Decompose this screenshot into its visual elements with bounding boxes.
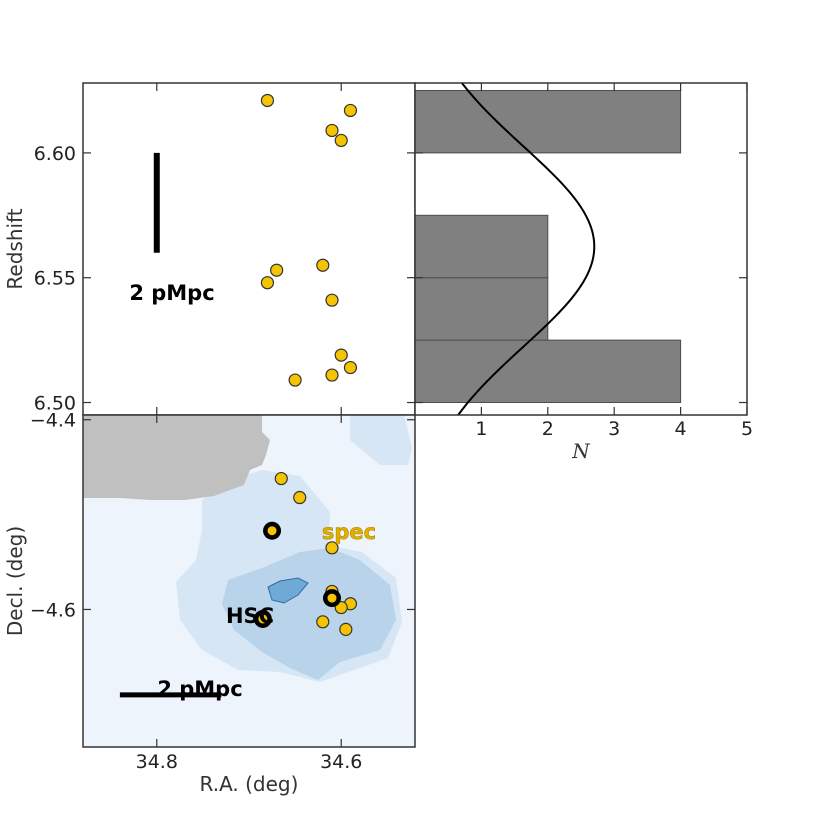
spec-point	[316, 615, 330, 629]
spec-point	[274, 471, 288, 486]
sky-y-label: Decl. (deg)	[3, 526, 27, 636]
histogram-bar	[414, 277, 549, 341]
sky-map-panel: spec HSC 2 pMpc 34.8 34.6 −4.6 −4.4 R.A. (…	[3, 410, 416, 796]
redshift-y-tick-label: 6.55	[34, 268, 76, 290]
redshift-point	[325, 368, 339, 382]
histogram-bars	[414, 89, 682, 404]
spec-point	[325, 541, 339, 555]
histogram-bar	[414, 339, 682, 404]
histogram-x-tick-label: 4	[675, 418, 687, 440]
redshift-point	[270, 263, 284, 277]
histogram-bar	[414, 89, 682, 154]
histogram-bar	[414, 214, 549, 279]
sky-y-tick-label: −4.4	[30, 410, 76, 432]
redshift-point	[288, 373, 302, 387]
sky-x-ticks: 34.8 34.6	[136, 415, 362, 773]
hsc-point-center	[327, 593, 337, 603]
redshift-point	[343, 103, 358, 118]
redshift-point	[325, 293, 339, 307]
redshift-y-tick-label: 6.50	[34, 393, 76, 415]
histogram-x-tick-label: 2	[542, 418, 554, 440]
sky-y-ticks: −4.6 −4.4	[30, 410, 415, 621]
redshift-points	[260, 93, 358, 387]
gaussian-curve	[457, 82, 596, 416]
density-contour-high	[267, 577, 309, 604]
redshift-point	[260, 276, 275, 290]
spec-point	[339, 622, 353, 636]
redshift-panel: 6.50 6.55 6.60 2 pMpc Redshift	[3, 82, 416, 416]
redshift-y-ticks: 6.50 6.55 6.60	[34, 83, 415, 415]
redshift-point	[325, 123, 339, 138]
spec-label: spec	[322, 520, 376, 544]
histogram-x-tick-label: 5	[741, 418, 753, 440]
hsc-points	[253, 521, 341, 628]
histogram-x-label: N	[571, 439, 591, 463]
histogram-x-ticks: 1 2 3 4 5	[415, 83, 753, 440]
sky-x-tick-label: 34.6	[320, 751, 362, 773]
redshift-point	[334, 348, 348, 362]
sky-x-tick-label: 34.8	[136, 751, 178, 773]
hsc-label: HSC	[226, 604, 274, 628]
spec-point	[293, 490, 307, 505]
sky-x-label: R.A. (deg)	[200, 772, 299, 796]
histogram-panel: 1 2 3 4 5 N	[414, 82, 753, 463]
redshift-point	[334, 133, 348, 148]
hsc-point-center	[258, 614, 268, 624]
hsc-point-center	[267, 526, 277, 536]
density-contour-low-edge	[350, 415, 412, 465]
sky-y-tick-label: −4.6	[30, 599, 76, 621]
redshift-scale-bar-label: 2 pMpc	[129, 281, 214, 305]
histogram-x-tick-label: 3	[608, 418, 620, 440]
sky-scale-bar-label: 2 pMpc	[157, 677, 242, 701]
density-contour-mid	[222, 548, 396, 680]
histogram-x-tick-label: 1	[475, 418, 487, 440]
masked-region	[83, 415, 270, 500]
redshift-point	[260, 93, 275, 108]
redshift-point	[316, 258, 330, 272]
redshift-point	[343, 360, 358, 375]
redshift-y-label: Redshift	[3, 208, 27, 289]
redshift-y-tick-label: 6.60	[34, 143, 76, 165]
